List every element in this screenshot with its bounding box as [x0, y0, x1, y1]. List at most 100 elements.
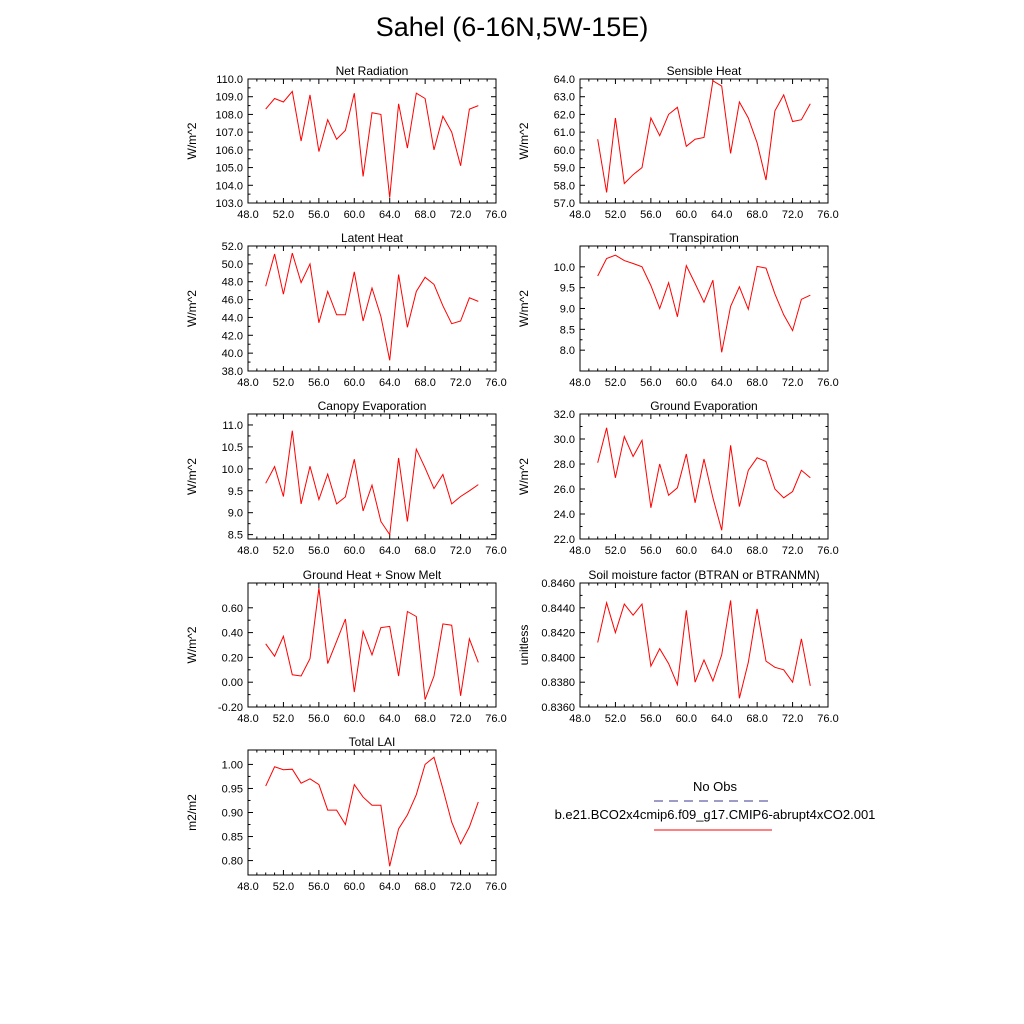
panel-9: Total LAI m2/m2 48.0 52.0 56.0 60.0 64.0 68.0 72…: [185, 735, 507, 893]
x-tick-label: 68.0: [746, 377, 767, 389]
x-tick-label: 60.0: [344, 377, 365, 389]
y-tick-label: 0.8380: [541, 677, 575, 689]
x-tick-label: 48.0: [237, 545, 258, 557]
x-tick-label: 68.0: [746, 713, 767, 725]
x-tick-label: 68.0: [414, 713, 435, 725]
y-tick-label: 44.0: [222, 312, 243, 324]
x-tick-label: 48.0: [237, 713, 258, 725]
x-tick-label: 56.0: [308, 545, 329, 557]
y-tick-label: 104.0: [215, 180, 243, 192]
plot-frame: [247, 413, 497, 540]
y-tick-label: 0.80: [222, 856, 243, 868]
x-tick-label: 52.0: [605, 713, 626, 725]
x-tick-label: 56.0: [640, 545, 661, 557]
y-tick-label: 58.0: [554, 180, 575, 192]
x-tick-label: 56.0: [308, 713, 329, 725]
x-tick-label: 76.0: [817, 209, 838, 221]
panel-2: Sensible Heat W/m^2 48.0 52.0 56.0 60.0 64.0 68…: [517, 64, 839, 221]
y-tick-label: 9.0: [560, 304, 575, 316]
x-tick-label: 68.0: [746, 209, 767, 221]
plot-frame: [247, 245, 497, 372]
y-tick-label: 11.0: [222, 420, 243, 432]
x-tick-label: 64.0: [379, 545, 400, 557]
x-tick-label: 68.0: [414, 881, 435, 893]
x-tick-label: 56.0: [640, 209, 661, 221]
y-tick-label: 109.0: [215, 92, 243, 104]
y-tick-label: 24.0: [554, 509, 575, 521]
x-tick-label: 48.0: [569, 209, 590, 221]
x-tick-label: 72.0: [450, 713, 471, 725]
x-tick-label: 76.0: [817, 713, 838, 725]
y-tick-label: 105.0: [215, 163, 243, 175]
y-tick-label: 110.0: [216, 74, 243, 86]
x-tick-label: 68.0: [746, 545, 767, 557]
plot-frame: [247, 78, 497, 204]
x-tick-label: 72.0: [450, 209, 471, 221]
x-tick-label: 52.0: [273, 881, 294, 893]
y-tick-label: 61.0: [554, 127, 575, 139]
y-tick-label: 0.8440: [541, 603, 575, 615]
x-tick-label: 64.0: [379, 713, 400, 725]
y-tick-label: 0.60: [222, 603, 243, 615]
panel-title: Sensible Heat: [667, 64, 742, 78]
y-axis-label: W/m^2: [185, 290, 199, 327]
x-tick-label: 60.0: [676, 377, 697, 389]
y-tick-label: -0.20: [218, 702, 243, 714]
x-tick-label: 76.0: [485, 713, 506, 725]
y-tick-label: 10.0: [554, 262, 575, 274]
y-tick-label: 28.0: [554, 459, 575, 471]
x-tick-label: 68.0: [414, 545, 435, 557]
x-tick-label: 68.0: [414, 377, 435, 389]
plot-frame: [579, 78, 829, 204]
x-tick-label: 60.0: [344, 881, 365, 893]
y-tick-label: 40.0: [222, 348, 243, 360]
y-tick-label: 0.85: [222, 832, 243, 844]
series-line: [265, 756, 479, 867]
x-tick-label: 52.0: [605, 209, 626, 221]
y-tick-label: 32.0: [554, 409, 575, 421]
panel-title: Ground Evaporation: [650, 399, 757, 413]
panel-title: Transpiration: [669, 231, 739, 245]
y-tick-label: 0.40: [222, 628, 243, 640]
x-tick-label: 72.0: [782, 377, 803, 389]
x-tick-label: 60.0: [676, 209, 697, 221]
x-tick-label: 60.0: [344, 209, 365, 221]
y-tick-label: 0.90: [222, 808, 243, 820]
x-tick-label: 76.0: [485, 545, 506, 557]
y-tick-label: 0.95: [222, 783, 243, 795]
y-tick-label: 0.8360: [541, 702, 575, 714]
panel-title: Canopy Evaporation: [318, 399, 427, 413]
figure-title: Sahel (6-16N,5W-15E): [375, 12, 649, 42]
y-axis-label: W/m^2: [517, 458, 531, 495]
panel-title: Latent Heat: [341, 231, 404, 245]
x-tick-label: 64.0: [711, 377, 732, 389]
x-tick-label: 72.0: [782, 713, 803, 725]
y-tick-label: 63.0: [554, 92, 575, 104]
panel-title: Total LAI: [349, 735, 396, 749]
series-line: [265, 430, 479, 537]
y-axis-label: W/m^2: [517, 122, 531, 159]
y-tick-label: 59.0: [554, 163, 575, 175]
y-tick-label: 48.0: [222, 277, 243, 289]
y-tick-label: 10.0: [222, 464, 243, 476]
y-tick-label: 50.0: [222, 259, 243, 271]
x-tick-label: 68.0: [414, 209, 435, 221]
panel-1: Net Radiation W/m^2 48.0 52.0 56.0 60.0 64.0 68…: [185, 64, 507, 221]
y-tick-label: 9.5: [560, 283, 575, 295]
x-tick-label: 52.0: [273, 209, 294, 221]
x-tick-label: 56.0: [640, 377, 661, 389]
x-tick-label: 64.0: [379, 377, 400, 389]
y-tick-label: 107.0: [215, 127, 243, 139]
y-tick-label: 1.00: [222, 759, 243, 771]
x-tick-label: 52.0: [273, 545, 294, 557]
x-tick-label: 72.0: [450, 377, 471, 389]
plot-frame: [579, 245, 829, 372]
x-tick-label: 64.0: [379, 881, 400, 893]
y-tick-label: 57.0: [554, 198, 575, 210]
y-tick-label: 0.00: [222, 677, 243, 689]
y-tick-label: 30.0: [554, 434, 575, 446]
x-tick-label: 56.0: [640, 713, 661, 725]
x-tick-label: 60.0: [676, 545, 697, 557]
y-tick-label: 42.0: [222, 330, 243, 342]
